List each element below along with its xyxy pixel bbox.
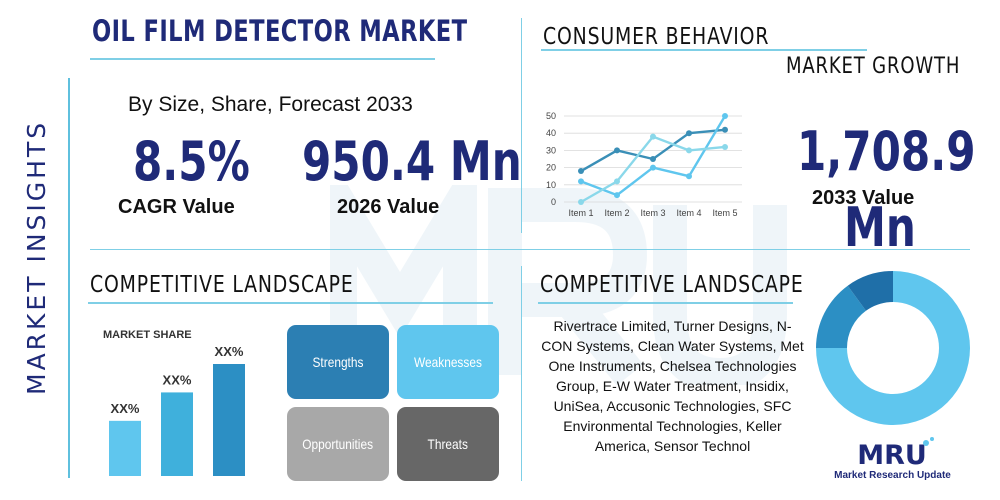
bar-data-label: XX% bbox=[215, 344, 244, 359]
series-point bbox=[686, 130, 692, 137]
y-tick-label: 40 bbox=[546, 128, 556, 138]
logo-mark: MRU bbox=[857, 440, 927, 471]
swot-opportunities: Opportunities bbox=[287, 407, 389, 481]
market-share-bar-chart: MARKET SHARE XX% XX% XX% bbox=[103, 329, 245, 476]
series-point bbox=[614, 192, 620, 199]
page-subtitle: By Size, Share, Forecast 2033 bbox=[128, 93, 413, 116]
consumer-line-chart: 0 10 20 30 40 50 Item 1 Item 2 Item 3 Item 4 Item … bbox=[546, 111, 742, 218]
bar-data-label: XX% bbox=[163, 372, 192, 387]
bar bbox=[109, 420, 141, 476]
donut-slice bbox=[816, 285, 866, 348]
divider-vertical-bottom bbox=[521, 266, 522, 481]
title-underline bbox=[90, 58, 435, 60]
value-2033-label: 2033 Value bbox=[812, 187, 915, 209]
divider-vertical-top bbox=[521, 18, 522, 233]
x-tick-label: Item 3 bbox=[640, 208, 665, 218]
value-2033-unit: Mn bbox=[844, 196, 916, 259]
series-point bbox=[722, 126, 728, 133]
logo-text: Market Research Update bbox=[834, 470, 951, 481]
competitive-landscape-title-left: COMPETITIVE LANDSCAPE bbox=[90, 272, 354, 298]
competitive-underline-left bbox=[88, 302, 493, 304]
cagr-label: CAGR Value bbox=[118, 196, 235, 218]
y-tick-label: 50 bbox=[546, 111, 556, 121]
series-point bbox=[650, 164, 656, 171]
bar-chart-title: MARKET SHARE bbox=[103, 329, 192, 341]
series-point bbox=[722, 113, 728, 119]
cagr-value: 8.5% bbox=[133, 130, 250, 193]
market-donut-chart bbox=[816, 271, 970, 425]
consumer-behavior-title: CONSUMER BEHAVIOR bbox=[543, 24, 770, 50]
y-tick-label: 10 bbox=[546, 180, 556, 190]
x-tick-label: Item 2 bbox=[604, 208, 629, 218]
swot-weaknesses: Weaknesses bbox=[397, 325, 499, 399]
value-2026-label: 2026 Value bbox=[337, 196, 440, 218]
swot-threats: Threats bbox=[397, 407, 499, 481]
swot-weaknesses-label: Weaknesses bbox=[414, 354, 482, 370]
series-point bbox=[578, 199, 584, 205]
company-list: Rivertrace Limited, Turner Designs, N-CO… bbox=[541, 318, 804, 454]
value-2033: 1,708.9 bbox=[797, 120, 976, 183]
series-point bbox=[650, 156, 656, 162]
x-tick-label: Item 4 bbox=[676, 208, 701, 218]
x-tick-label: Item 1 bbox=[568, 208, 593, 218]
y-tick-label: 0 bbox=[551, 197, 556, 207]
bar-data-label: XX% bbox=[111, 401, 140, 416]
swot-opportunities-label: Opportunities bbox=[302, 436, 374, 452]
market-growth-title: MARKET GROWTH bbox=[786, 54, 961, 79]
swot-strengths: Strengths bbox=[287, 325, 389, 399]
series-point bbox=[650, 133, 656, 140]
series-point bbox=[686, 173, 692, 180]
bar bbox=[161, 392, 193, 476]
series-point bbox=[578, 168, 584, 175]
swot-threats-label: Threats bbox=[427, 436, 469, 452]
mru-logo: MRU bbox=[857, 437, 934, 471]
page-title: OIL FILM DETECTOR MARKET bbox=[92, 14, 468, 48]
bar bbox=[213, 364, 245, 476]
competitive-underline-right bbox=[538, 302, 793, 304]
series-point bbox=[686, 147, 692, 154]
watermark-logo bbox=[330, 185, 787, 385]
side-divider bbox=[68, 78, 70, 478]
series-point bbox=[722, 143, 728, 150]
series-point bbox=[614, 147, 620, 154]
swot-strengths-label: Strengths bbox=[312, 354, 364, 370]
y-tick-label: 30 bbox=[546, 145, 556, 155]
donut-slice bbox=[816, 271, 970, 425]
y-tick-label: 20 bbox=[546, 163, 556, 173]
series-line-2 bbox=[580, 115, 727, 197]
divider-horizontal bbox=[90, 249, 970, 250]
consumer-underline bbox=[541, 49, 867, 51]
side-title: MARKET INSIGHTS bbox=[22, 119, 51, 395]
value-2026: 950.4 Mn bbox=[302, 130, 522, 193]
series-point bbox=[578, 178, 584, 185]
series-point bbox=[614, 178, 620, 185]
competitive-landscape-title-right: COMPETITIVE LANDSCAPE bbox=[540, 272, 804, 298]
donut-slice bbox=[847, 271, 893, 311]
x-tick-label: Item 5 bbox=[712, 208, 737, 218]
